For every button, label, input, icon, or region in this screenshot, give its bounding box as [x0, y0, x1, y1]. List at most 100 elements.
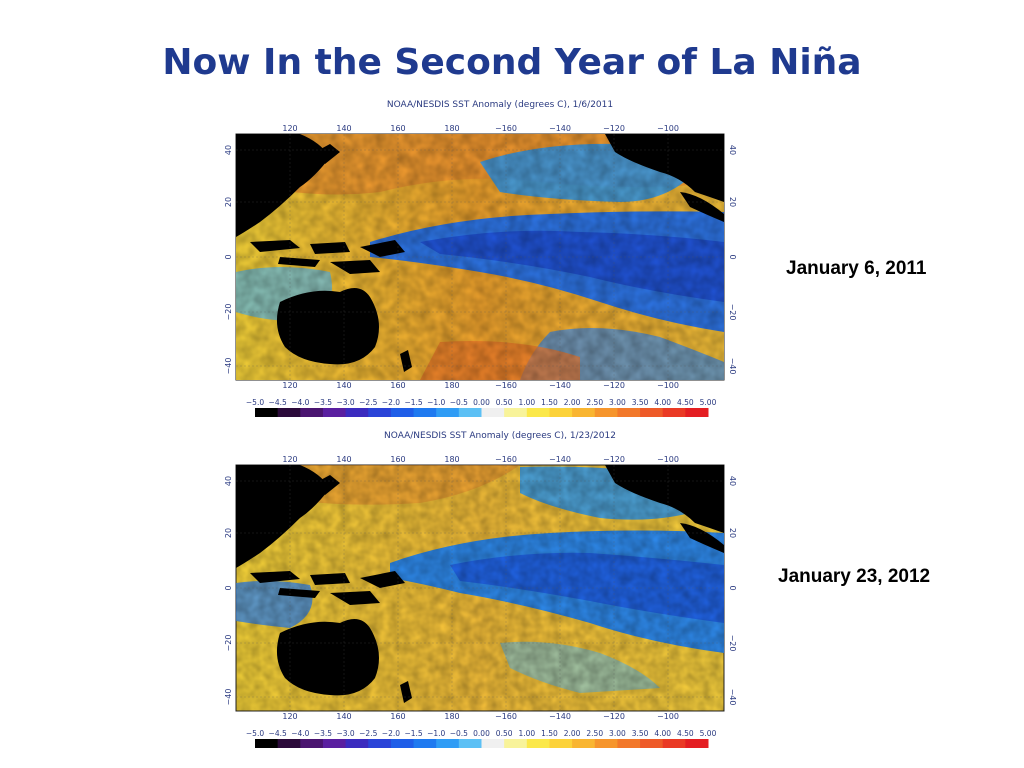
colorbar-label: 0.00	[473, 398, 490, 407]
colorbar-swatch	[549, 739, 573, 748]
lon-tick-top: −120	[603, 455, 625, 464]
map-title-2011: NOAA/NESDIS SST Anomaly (degrees C), 1/6…	[386, 100, 614, 110]
colorbar-swatch	[685, 408, 709, 417]
colorbar-swatch	[345, 408, 369, 417]
colorbar-swatch	[322, 739, 347, 748]
lon-tick-top: −140	[549, 455, 571, 464]
colorbar-swatch	[617, 739, 641, 748]
colorbar-swatch	[458, 408, 482, 417]
lon-tick-bottom: 120	[282, 712, 297, 721]
colorbar-swatch	[594, 739, 618, 748]
colorbar-swatch	[413, 739, 437, 748]
graticule	[236, 134, 724, 380]
colorbar-label: 4.50	[677, 729, 694, 738]
lon-tick-top: 160	[390, 455, 405, 464]
lon-tick-top: −160	[495, 124, 517, 133]
colorbar-swatch	[390, 739, 415, 748]
colorbar-label: 1.00	[518, 729, 535, 738]
lon-tick-bottom: 140	[336, 712, 351, 721]
colorbar-swatch	[436, 739, 460, 748]
colorbar-label: 0.50	[496, 729, 513, 738]
colorbar-swatch	[255, 408, 279, 417]
lon-tick-bottom: 180	[444, 381, 459, 390]
colorbar-label: −3.0	[336, 729, 354, 738]
lon-tick-top: 180	[444, 124, 459, 133]
sst-map-2012: 120 140 160 180 −160 −140 −120 −100 120 …	[220, 453, 740, 753]
colorbar-swatch	[390, 408, 415, 417]
colorbar-label: 2.00	[564, 398, 581, 407]
colorbar-label: −1.0	[427, 398, 445, 407]
colorbar-label: −1.5	[404, 729, 422, 738]
map-title-2012: NOAA/NESDIS SST Anomaly (degrees C), 1/2…	[384, 431, 616, 441]
lon-tick-top: 120	[282, 455, 297, 464]
colorbar-swatch	[526, 408, 550, 417]
lon-tick-top: −120	[603, 124, 625, 133]
lon-tick-top: 120	[282, 124, 297, 133]
colorbar-swatch	[300, 408, 324, 417]
caption-2011: January 6, 2011	[786, 258, 927, 279]
slide-title: Now In the Second Year of La Niña	[162, 42, 862, 83]
colorbar-label: 3.50	[632, 398, 649, 407]
colorbar-label: 4.00	[654, 398, 671, 407]
lat-tick-right: −20	[728, 304, 737, 321]
colorbar-label: 0.50	[496, 398, 513, 407]
colorbar-label: 5.00	[700, 398, 717, 407]
colorbar-swatch	[368, 408, 392, 417]
colorbar-label: −2.5	[359, 729, 377, 738]
colorbar-label: −4.5	[269, 398, 287, 407]
lon-tick-top: −140	[549, 124, 571, 133]
lon-tick-bottom: 160	[390, 381, 405, 390]
colorbar-label: −5.0	[246, 729, 264, 738]
sst-map-2011: 120 140 160 180 −160 −140 −120 −100 120 …	[220, 122, 740, 422]
lon-tick-bottom: −160	[495, 381, 517, 390]
colorbar-swatch	[662, 408, 686, 417]
colorbar-label: −4.0	[291, 398, 309, 407]
lat-tick-left: 20	[224, 197, 233, 207]
colorbar-label: 1.00	[518, 398, 535, 407]
colorbar-label: 3.50	[632, 729, 649, 738]
colorbar-swatch	[368, 739, 392, 748]
colorbar-label: −2.5	[359, 398, 377, 407]
colorbar-label: 1.50	[541, 729, 558, 738]
lon-tick-bottom: −100	[657, 712, 679, 721]
colorbar-swatch	[277, 739, 301, 748]
colorbar-label: −4.5	[269, 729, 287, 738]
colorbar-label: 2.50	[586, 729, 603, 738]
colorbar-label: −1.5	[404, 398, 422, 407]
lat-tick-right: 20	[728, 528, 737, 538]
colorbar-swatch	[594, 408, 618, 417]
colorbar-swatch	[640, 739, 664, 748]
colorbar-swatch	[504, 408, 528, 417]
lon-tick-bottom: −160	[495, 712, 517, 721]
lon-tick-top: 160	[390, 124, 405, 133]
lon-tick-top: 140	[336, 124, 351, 133]
colorbar-swatch	[300, 739, 324, 748]
lon-tick-bottom: −140	[549, 381, 571, 390]
lat-tick-left: 40	[224, 476, 233, 486]
colorbar-swatch	[436, 408, 460, 417]
colorbar-label: 3.00	[609, 398, 626, 407]
lat-tick-right: −40	[728, 689, 737, 706]
caption-2012: January 23, 2012	[778, 566, 931, 587]
colorbar-swatch	[481, 408, 505, 417]
colorbar-label: −5.0	[246, 398, 264, 407]
colorbar-swatch	[662, 739, 686, 748]
lat-tick-left: −40	[224, 689, 233, 706]
colorbar-swatch	[413, 408, 437, 417]
lat-tick-right: 40	[728, 145, 737, 155]
sst-anomaly-map-2011-svg: 120 140 160 180 −160 −140 −120 −100 120 …	[224, 124, 737, 417]
colorbar-swatch	[549, 408, 573, 417]
colorbar-label: −3.5	[314, 729, 332, 738]
lat-tick-right: −20	[728, 635, 737, 652]
lat-tick-left: −20	[224, 635, 233, 652]
lon-tick-top: 180	[444, 455, 459, 464]
sst-anomaly-map-2012-svg: 120 140 160 180 −160 −140 −120 −100 120 …	[224, 455, 737, 748]
colorbar-2011: −5.0 −4.5 −4.0 −3.5 −3.0 −2.5 −2.0 −1.5 −1.0 −0.5…	[246, 398, 717, 417]
colorbar-swatch	[345, 739, 369, 748]
colorbar-label: 4.50	[677, 398, 694, 407]
colorbar-label: 2.00	[564, 729, 581, 738]
colorbar-label: 4.00	[654, 729, 671, 738]
colorbar-swatch	[255, 739, 279, 748]
colorbar-swatch	[685, 739, 709, 748]
colorbar-label: 0.00	[473, 729, 490, 738]
